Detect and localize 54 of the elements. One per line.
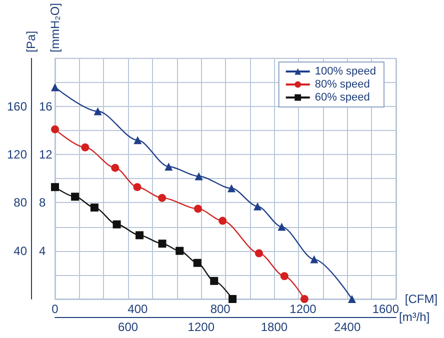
y2-tick-label: 4 bbox=[39, 244, 46, 258]
point bbox=[228, 295, 237, 303]
point bbox=[194, 172, 203, 180]
y2-axis-title: [mmH₂O] bbox=[48, 2, 62, 52]
point bbox=[300, 295, 308, 303]
point bbox=[71, 192, 80, 201]
point bbox=[112, 220, 121, 228]
point bbox=[348, 295, 356, 303]
y-axis-title: [Pa] bbox=[24, 30, 38, 52]
x2-tick-label: 1200 bbox=[188, 320, 215, 334]
point bbox=[133, 183, 142, 192]
point bbox=[90, 204, 98, 212]
legend-label: 100% speed bbox=[314, 66, 376, 78]
point bbox=[164, 162, 173, 171]
point bbox=[254, 202, 262, 210]
y-tick-label: 80 bbox=[14, 196, 28, 210]
x-tick-label: 800 bbox=[210, 302, 231, 316]
x2-tick-label: 600 bbox=[118, 320, 138, 334]
legend-label: 60% speed bbox=[314, 92, 370, 104]
point bbox=[158, 240, 166, 248]
point bbox=[136, 231, 144, 240]
point bbox=[176, 246, 184, 255]
point bbox=[280, 272, 288, 280]
point bbox=[278, 222, 286, 231]
point bbox=[310, 255, 318, 264]
x2-tick-label: 2400 bbox=[334, 320, 361, 334]
point bbox=[81, 143, 90, 152]
point bbox=[51, 183, 59, 192]
y-tick-label: 120 bbox=[6, 148, 28, 162]
point bbox=[210, 276, 218, 285]
x-tick-label: 1600 bbox=[372, 302, 400, 316]
x-tick-label: 400 bbox=[128, 302, 148, 316]
y-tick-label: 40 bbox=[14, 244, 28, 258]
point bbox=[134, 136, 142, 144]
point bbox=[254, 249, 263, 258]
x-tick-label: 0 bbox=[52, 302, 59, 316]
point bbox=[111, 164, 120, 172]
point bbox=[227, 184, 236, 192]
x-tick-label: 1200 bbox=[290, 302, 317, 316]
point bbox=[94, 107, 102, 116]
x2-axis-title: [m³/h] bbox=[399, 310, 430, 324]
point bbox=[194, 204, 202, 213]
x-axis-title: [CFM] bbox=[404, 292, 438, 306]
y2-tick-label: 8 bbox=[39, 196, 46, 210]
y2-tick-label: 12 bbox=[39, 148, 53, 162]
x2-tick-label: 1800 bbox=[260, 320, 288, 334]
point bbox=[193, 258, 202, 267]
point bbox=[51, 83, 59, 92]
point bbox=[218, 216, 227, 225]
point bbox=[158, 194, 166, 202]
y2-tick-label: 16 bbox=[39, 99, 53, 114]
legend-label: 80% speed bbox=[314, 78, 370, 90]
point bbox=[51, 125, 59, 134]
y-tick-label: 160 bbox=[6, 99, 28, 114]
